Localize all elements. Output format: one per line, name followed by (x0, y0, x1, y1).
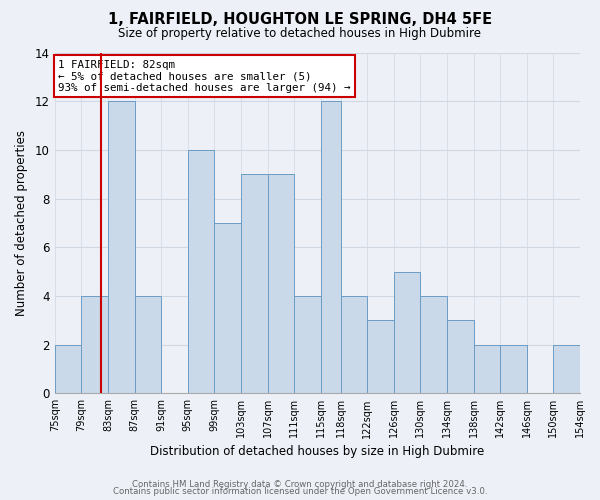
Bar (321, 101, 341, 394)
Bar (188, 150, 214, 394)
Bar (500, 344, 527, 394)
Bar (341, 296, 367, 394)
Bar (394, 272, 421, 394)
Bar (553, 344, 580, 394)
Text: Contains public sector information licensed under the Open Government Licence v3: Contains public sector information licen… (113, 488, 487, 496)
Text: 1 FAIRFIELD: 82sqm
← 5% of detached houses are smaller (5)
93% of semi-detached : 1 FAIRFIELD: 82sqm ← 5% of detached hous… (58, 60, 350, 93)
Bar (268, 174, 294, 394)
Bar (134, 296, 161, 394)
Bar (473, 344, 500, 394)
Bar (108, 101, 134, 394)
Bar (55, 344, 82, 394)
Bar (447, 320, 473, 394)
X-axis label: Distribution of detached houses by size in High Dubmire: Distribution of detached houses by size … (150, 444, 485, 458)
Text: 1, FAIRFIELD, HOUGHTON LE SPRING, DH4 5FE: 1, FAIRFIELD, HOUGHTON LE SPRING, DH4 5F… (108, 12, 492, 28)
Text: Size of property relative to detached houses in High Dubmire: Size of property relative to detached ho… (119, 28, 482, 40)
Y-axis label: Number of detached properties: Number of detached properties (15, 130, 28, 316)
Bar (421, 296, 447, 394)
Bar (214, 223, 241, 394)
Bar (367, 320, 394, 394)
Bar (241, 174, 268, 394)
Bar (82, 296, 108, 394)
Text: Contains HM Land Registry data © Crown copyright and database right 2024.: Contains HM Land Registry data © Crown c… (132, 480, 468, 489)
Bar (294, 296, 321, 394)
